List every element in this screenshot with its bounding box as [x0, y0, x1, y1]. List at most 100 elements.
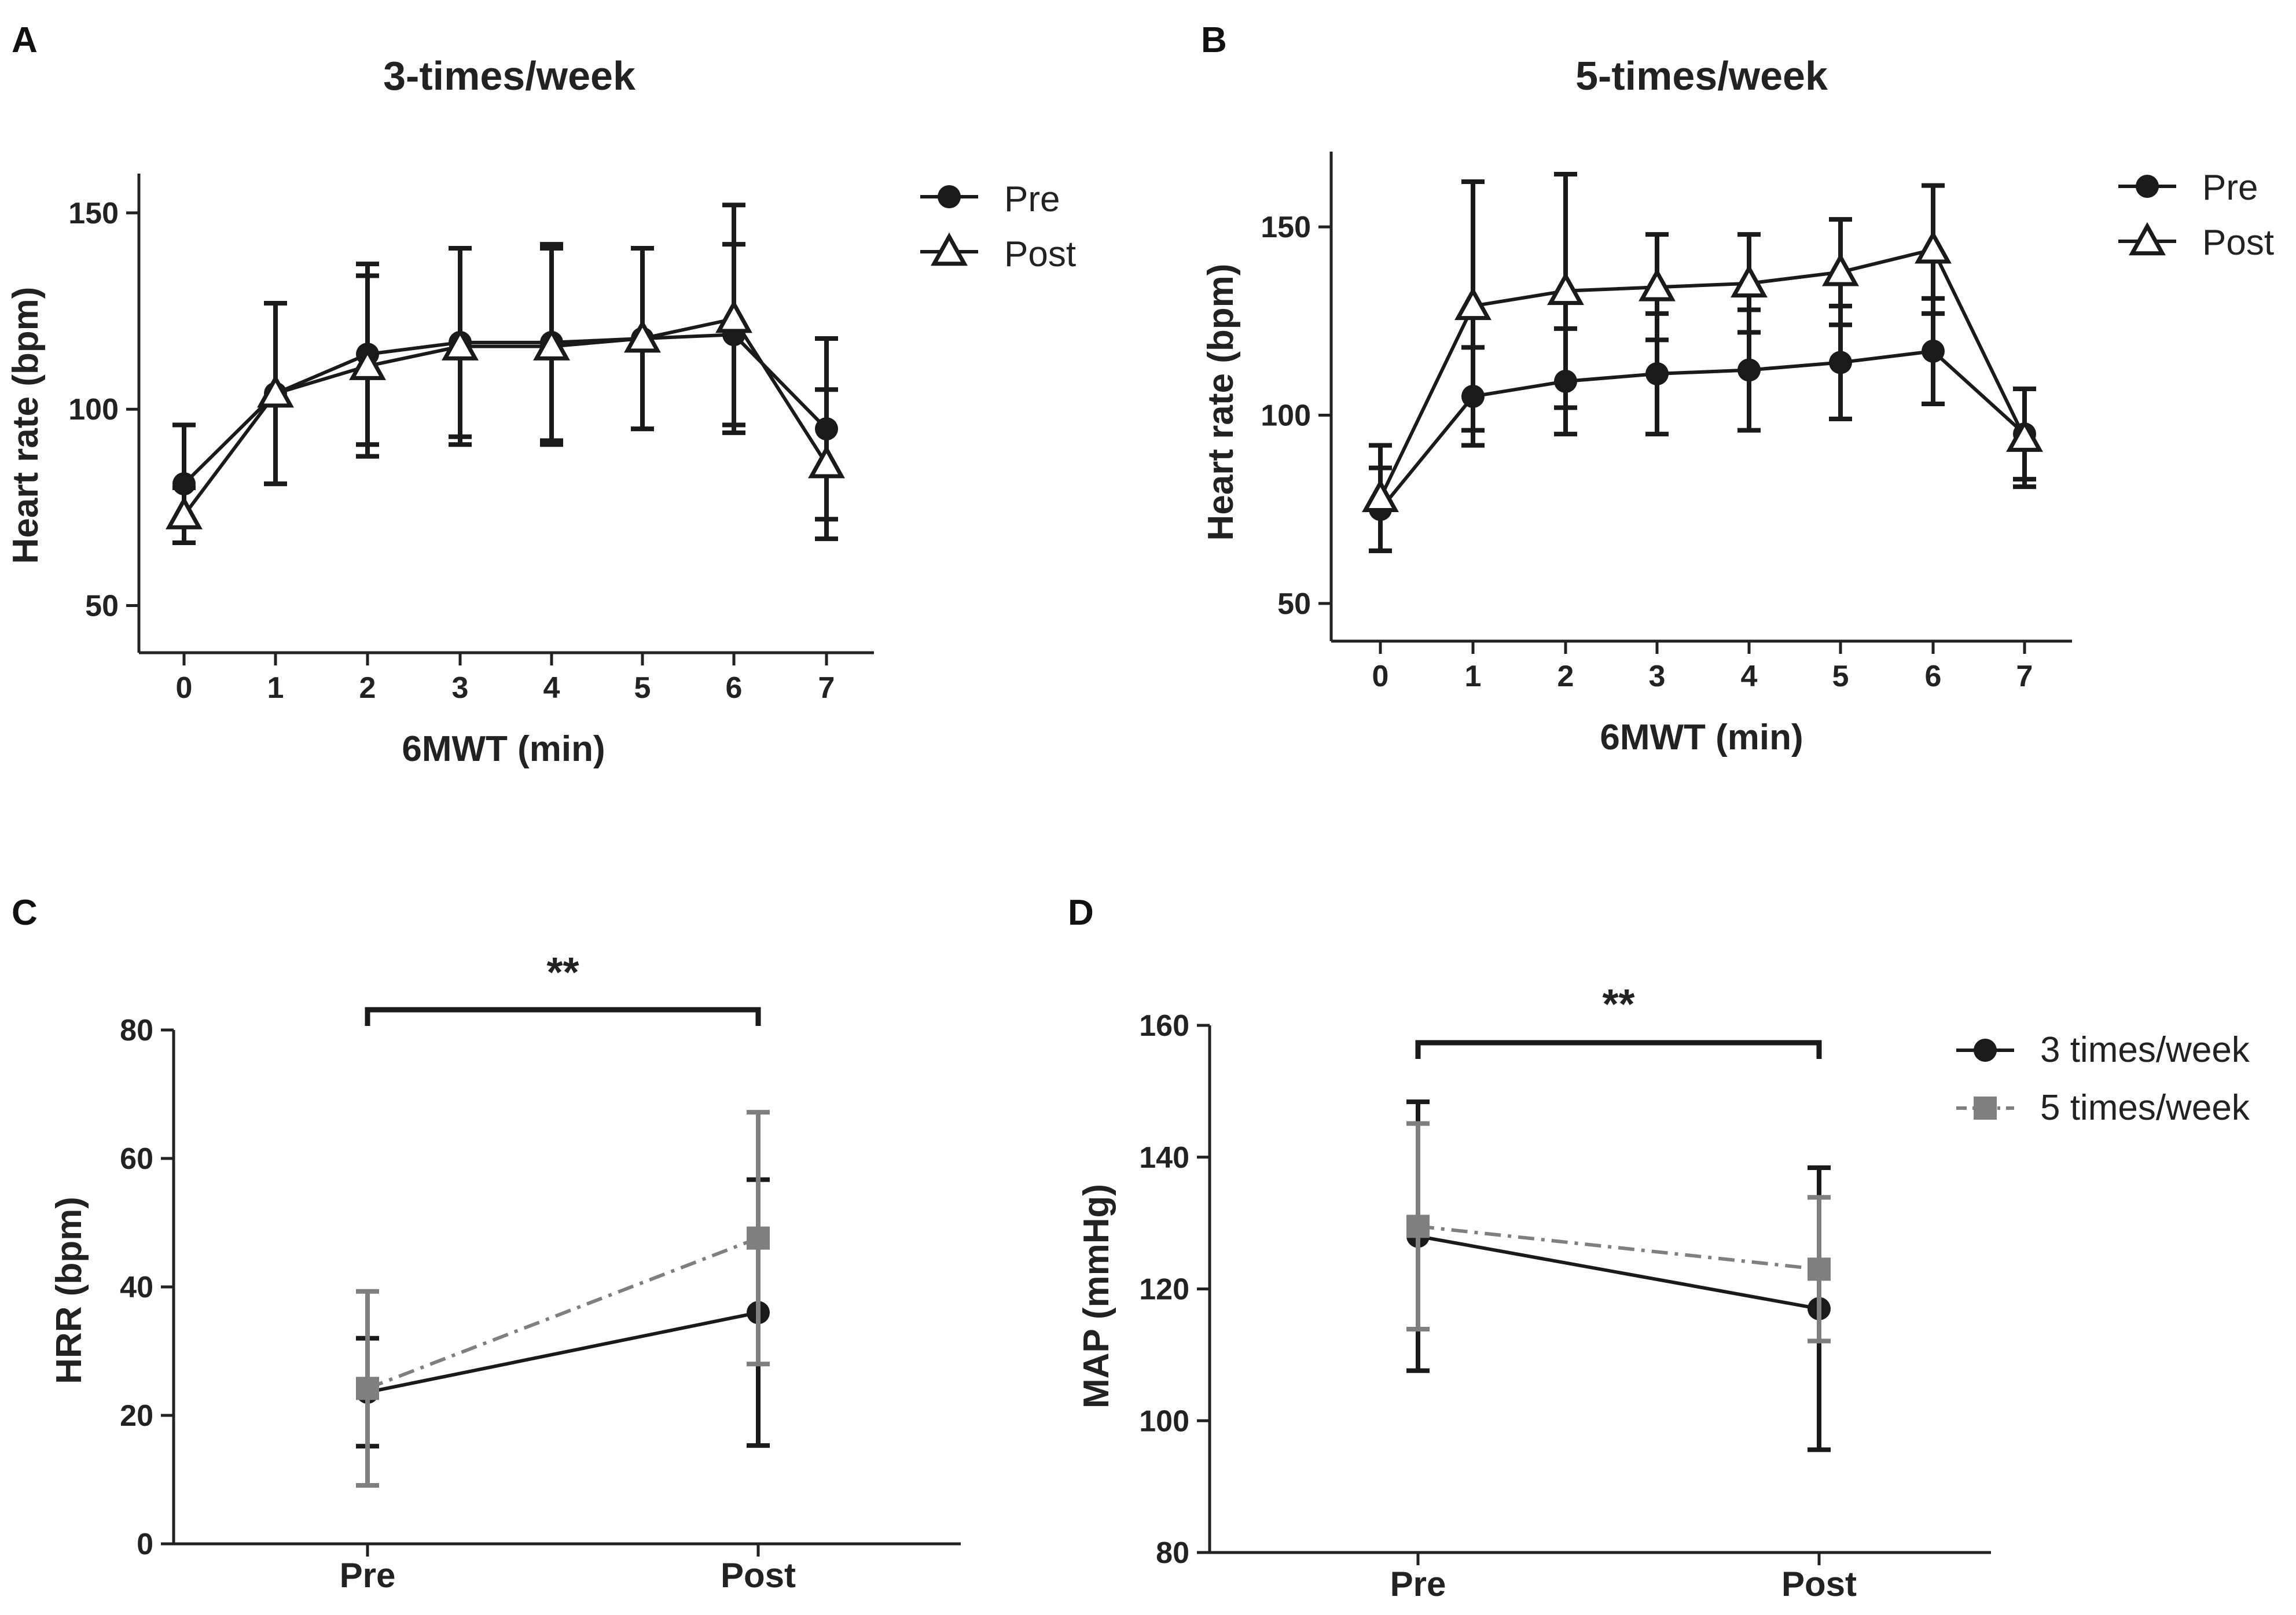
chart-b-x-tick-label: 2 — [1557, 660, 1574, 693]
chart-a-x-tick-label: 2 — [359, 671, 376, 705]
chart-b-series-0-point — [1645, 362, 1669, 385]
chart-b-series-0-line — [1379, 349, 2026, 511]
chart-b-series-0-point — [1829, 351, 1852, 374]
chart-a-x-tick-label: 6 — [726, 671, 743, 705]
chart-a-x-tick-label: 4 — [543, 671, 560, 705]
chart-c-significance-label: ** — [546, 950, 579, 996]
chart-b-x-tick-label: 5 — [1832, 660, 1849, 693]
chart-a-legend: Pre Post — [1004, 179, 1076, 274]
panel-letter-b: B — [1201, 20, 1227, 60]
chart-c-series-1-point — [356, 1377, 379, 1400]
chart-a-series-1-point — [257, 374, 294, 408]
chart-d-x-tick-label: Pre — [1390, 1565, 1446, 1603]
panel-letter-a: A — [12, 20, 38, 60]
chart-c-y-tick-label: 0 — [137, 1528, 153, 1561]
chart-d-x-tick-label: Post — [1781, 1565, 1857, 1603]
chart-b-x-tick-label: 7 — [2016, 660, 2033, 693]
chart-a-title: 3-times/week — [383, 53, 635, 98]
chart-d-significance-bracket — [1415, 1040, 1822, 1059]
chart-b-x-tick-label: 1 — [1465, 660, 1482, 693]
chart-c-x-tick-label: Pre — [340, 1556, 396, 1595]
chart-a-x-tick-label: 1 — [267, 671, 284, 705]
chart-a-series-1-point — [442, 327, 479, 360]
chart-b-y-tick-label: 100 — [1261, 399, 1311, 433]
chart-c-y-tick-label: 20 — [120, 1399, 153, 1433]
chart-a-ylabel: Heart rate (bpm) — [6, 287, 46, 564]
chart-b-series-1-point — [1547, 271, 1584, 306]
chart-d-legend-label-3x: 3 times/week — [2040, 1030, 2250, 1070]
chart-c-x-tick-label: Post — [721, 1556, 796, 1595]
chart-b-x-tick-label: 6 — [1925, 660, 1942, 693]
chart-a-series-1-point — [715, 299, 752, 333]
chart-b-series-1-point — [1639, 268, 1676, 301]
chart-a-x-tick-label: 7 — [818, 671, 835, 705]
chart-b-title: 5-times/week — [1575, 53, 1828, 98]
chart-a-legend-label-post: Post — [1004, 234, 1076, 274]
chart-d-series-0-line — [1417, 1234, 1820, 1311]
chart-d-legend-marker-1 — [1974, 1097, 1997, 1120]
chart-d-y-tick-label: 100 — [1139, 1404, 1189, 1438]
chart-a-series-0-line — [182, 333, 828, 485]
chart-a-series-1-point — [166, 496, 203, 529]
chart-c-ylabel: HRR (bpm) — [49, 1197, 89, 1384]
chart-a-y-tick-label: 100 — [68, 393, 119, 426]
chart-c-y-tick-label: 60 — [120, 1142, 153, 1176]
chart-c-series-1-line — [366, 1236, 759, 1390]
chart-b-series-0-point — [1922, 339, 1945, 363]
chart-d-y-tick-label: 160 — [1139, 1009, 1189, 1043]
chart-b-series-1-point — [2006, 418, 2043, 452]
chart-d-y-tick-label: 140 — [1139, 1141, 1189, 1175]
chart-c-significance-bracket — [365, 1007, 761, 1026]
chart-d-series-1-point — [1406, 1215, 1430, 1238]
chart-b-legend-label-post: Post — [2202, 223, 2274, 263]
chart-b-legend-marker-0 — [2136, 175, 2159, 198]
chart-c-series-0-line — [367, 1311, 759, 1394]
chart-b-series-1-point — [1454, 286, 1492, 321]
panel-d: D MAP (mmHg) 3 times/week 5 times/week — [1068, 893, 2250, 1408]
chart-a-series-1-point — [349, 347, 386, 380]
chart-b-x-tick-label: 4 — [1741, 660, 1758, 693]
chart-d-y-tick-label: 120 — [1139, 1273, 1189, 1307]
chart-a-series-1-line — [182, 317, 828, 517]
chart-b-ylabel: Heart rate (bpm) — [1201, 264, 1241, 541]
chart-b-x-tick-label: 0 — [1372, 660, 1389, 693]
panel-b: B 5-times/week 6MWT (min) Heart rate (bp… — [1201, 20, 2274, 757]
chart-b-x-tick-label: 3 — [1649, 660, 1666, 693]
chart-a-y-tick-label: 50 — [85, 590, 119, 623]
chart-d-legend-label-5x: 5 times/week — [2040, 1088, 2250, 1128]
chart-d-y-tick-label: 80 — [1156, 1536, 1189, 1570]
panel-letter-c: C — [12, 893, 38, 933]
chart-a-xlabel: 6MWT (min) — [402, 729, 605, 769]
chart-b-y-tick-label: 150 — [1261, 211, 1311, 244]
chart-a-x-tick-label: 0 — [176, 671, 193, 705]
chart-b-legend-label-pre: Pre — [2202, 168, 2258, 208]
chart-b-series-1-point — [1731, 264, 1768, 298]
chart-b-series-1-point — [1822, 253, 1859, 286]
chart-b-series-0-point — [1737, 358, 1761, 382]
chart-d-series-1-line — [1417, 1224, 1820, 1271]
chart-d-legend: 3 times/week 5 times/week — [2040, 1030, 2250, 1128]
chart-a-x-tick-label: 5 — [634, 671, 651, 705]
chart-c-series-1-point — [747, 1226, 770, 1250]
panel-letter-d: D — [1068, 893, 1094, 933]
chart-d-series-1-point — [1808, 1257, 1831, 1281]
chart-d-ylabel: MAP (mmHg) — [1077, 1184, 1116, 1408]
chart-c-y-tick-label: 40 — [120, 1271, 153, 1304]
panel-a: A 3-times/week 6MWT (min) Heart rate (bp… — [6, 20, 1076, 769]
chart-b-series-1-point — [1915, 230, 1952, 264]
chart-c-y-tick-label: 80 — [120, 1014, 153, 1047]
chart-a-legend-marker-0 — [938, 185, 961, 208]
chart-b-series-1-point — [1362, 479, 1399, 513]
chart-marks: 50 100 150 0 1 2 3 4 5 6 7 50 100 150 0 1 2 3 4 5 6 7 0 20 40 60 8… — [68, 152, 2176, 1603]
chart-d-legend-marker-0 — [1974, 1039, 1997, 1062]
chart-b-legend-marker-1 — [2129, 222, 2166, 256]
chart-a-series-1-point — [624, 319, 661, 353]
chart-b-xlabel: 6MWT (min) — [1600, 718, 1803, 757]
chart-b-y-tick-label: 50 — [1277, 587, 1311, 621]
chart-d-significance-label: ** — [1602, 981, 1634, 1028]
panel-c: C HRR (bpm) — [12, 893, 89, 1384]
chart-a-legend-label-pre: Pre — [1004, 179, 1060, 219]
chart-b-series-1-line — [1379, 247, 2026, 499]
chart-a-series-1-point — [808, 445, 845, 479]
